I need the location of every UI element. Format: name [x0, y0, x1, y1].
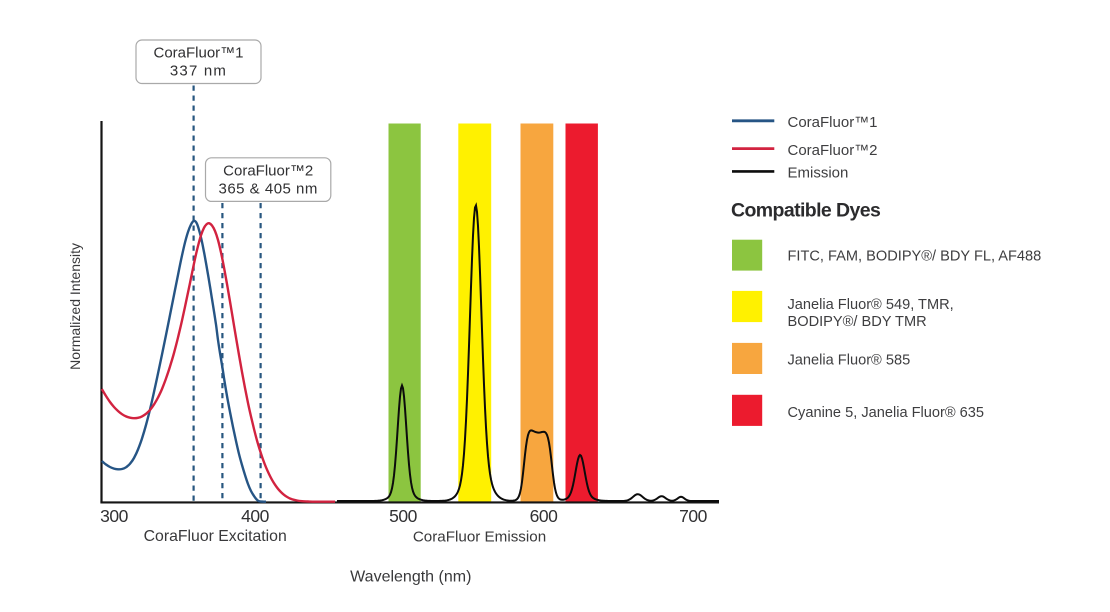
svg-text:Wavelength (nm): Wavelength (nm): [350, 569, 471, 586]
svg-text:Janelia Fluor® 549, TMR,: Janelia Fluor® 549, TMR,: [788, 297, 954, 313]
svg-text:Normalized Intensity: Normalized Intensity: [67, 243, 83, 370]
svg-text:400: 400: [241, 506, 269, 526]
svg-text:CoraFluor Excitation: CoraFluor Excitation: [144, 528, 287, 545]
svg-text:300: 300: [100, 506, 128, 526]
svg-text:CoraFluor™1: CoraFluor™1: [788, 114, 878, 131]
svg-text:700: 700: [679, 506, 707, 526]
svg-text:BODIPY®/ BDY TMR: BODIPY®/ BDY TMR: [788, 314, 927, 330]
svg-text:365 & 405 nm: 365 & 405 nm: [218, 180, 317, 197]
svg-text:Emission: Emission: [788, 165, 849, 182]
svg-text:337 nm: 337 nm: [170, 63, 227, 80]
svg-text:CoraFluor Emission: CoraFluor Emission: [413, 528, 546, 545]
svg-text:CoraFluor™2: CoraFluor™2: [223, 162, 313, 179]
svg-text:FITC, FAM, BODIPY®/ BDY FL, AF: FITC, FAM, BODIPY®/ BDY FL, AF488: [788, 248, 1042, 264]
svg-text:Compatible Dyes: Compatible Dyes: [731, 200, 881, 222]
svg-text:600: 600: [530, 506, 558, 526]
svg-text:500: 500: [389, 506, 417, 526]
svg-text:CoraFluor™1: CoraFluor™1: [153, 45, 243, 62]
svg-text:CoraFluor™2: CoraFluor™2: [788, 142, 878, 159]
svg-text:Cyanine 5, Janelia Fluor® 635: Cyanine 5, Janelia Fluor® 635: [788, 405, 985, 421]
svg-text:Janelia Fluor® 585: Janelia Fluor® 585: [788, 353, 911, 369]
